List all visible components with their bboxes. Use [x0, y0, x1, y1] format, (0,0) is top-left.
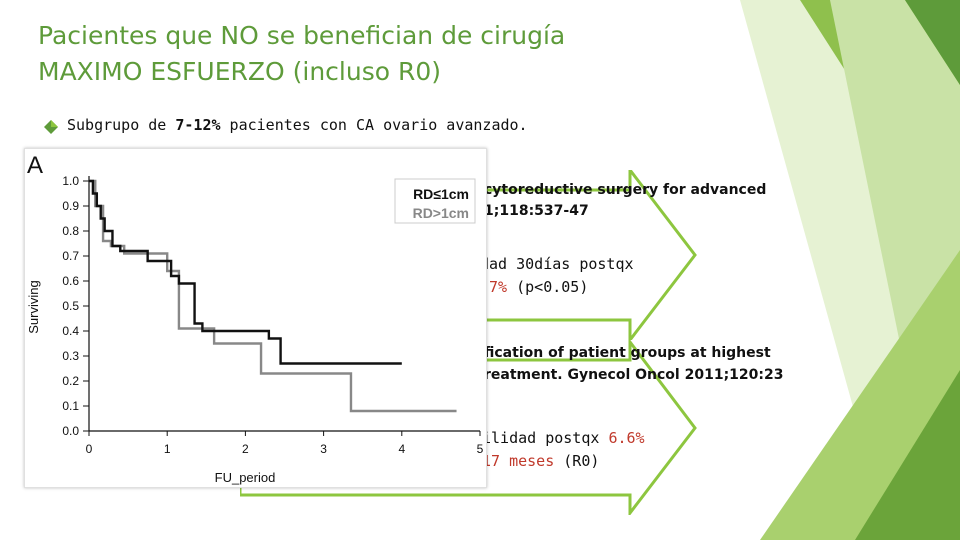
survival-chart: A FU_period Surviving 0.0 0.1 0.2 0.3 0.4 0.5…	[26, 152, 484, 485]
y-tick-label: 0.7	[62, 249, 79, 263]
slide-title-line1: Pacientes que NO se benefician de cirugí…	[38, 21, 566, 50]
point-1-rest: (p<0.05)	[507, 278, 589, 296]
chart-lines	[89, 179, 457, 413]
bullet-suffix: pacientes con CA ovario avanzado.	[220, 116, 528, 134]
x-tick-label: 5	[477, 442, 484, 456]
point-2-line1: ilidad postqx 6.6%	[482, 429, 645, 447]
chart-legend: RD≤1cm RD>1cm	[394, 178, 476, 224]
bullet-text: Subgrupo de 7-12% pacientes con CA ovari…	[67, 116, 528, 134]
slide-title: Pacientes que NO se benefician de cirugí…	[38, 18, 738, 90]
x-tick-label: 1	[164, 442, 171, 456]
point-2-line2-end: (R0)	[554, 452, 600, 470]
y-tick-label: 1.0	[62, 174, 79, 188]
y-tick-label: 0.4	[62, 324, 79, 338]
x-tick-label: 0	[86, 442, 93, 456]
chart-axes: 0.0 0.1 0.2 0.3 0.4 0.5 0.6 0.7 0.8 0.9 1.0 0 1 2 3 4 5	[62, 174, 483, 456]
x-tick-label: 2	[242, 442, 249, 456]
y-tick-label: 0.0	[62, 424, 79, 438]
legend-box	[394, 178, 476, 224]
legend-entry: RD≤1cm	[413, 186, 469, 202]
point-2-line1-red: 6.6%	[608, 429, 645, 447]
y-tick-label: 0.2	[62, 374, 79, 388]
x-tick-label: 3	[320, 442, 327, 456]
diamond-bullet-icon	[44, 120, 58, 134]
point-1-line2: .7% (p<0.05)	[480, 278, 588, 296]
legend-entry: RD>1cm	[413, 205, 469, 221]
reference-2-line1: fication of patient groups at highest	[484, 345, 771, 361]
y-tick-label: 0.8	[62, 224, 79, 238]
reference-1-line2: 1;118:537-47	[484, 203, 589, 219]
y-tick-label: 0.6	[62, 274, 79, 288]
y-axis-label: Surviving	[26, 280, 41, 333]
y-tick-label: 0.1	[62, 399, 79, 413]
point-2-line1-text: ilidad postqx	[482, 429, 609, 447]
panel-label: A	[27, 152, 43, 179]
point-1-line1: dad 30días postqx	[480, 255, 634, 273]
bullet-prefix: Subgrupo de	[67, 116, 176, 134]
series-line-rd-gt-1cm	[89, 179, 457, 413]
bullet-bold: 7-12%	[175, 116, 221, 134]
survival-chart-panel: A FU_period Surviving 0.0 0.1 0.2 0.3 0.4 0.5…	[24, 148, 487, 488]
point-2-line2: 17 meses (R0)	[482, 452, 599, 470]
point-2-line2-red: 17 meses	[482, 452, 555, 470]
y-tick-label: 0.9	[62, 199, 79, 213]
reference-1-line1: cytoreductive surgery for advanced	[484, 182, 767, 198]
slide-title-line2: MAXIMO ESFUERZO (incluso R0)	[38, 57, 442, 86]
y-tick-label: 0.5	[62, 299, 79, 313]
y-tick-label: 0.3	[62, 349, 79, 363]
reference-2-line2: reatment. Gynecol Oncol 2011;120:23	[484, 367, 784, 383]
x-axis-label: FU_period	[215, 470, 276, 485]
series-line-rd-le-1cm	[89, 179, 402, 365]
x-tick-label: 4	[398, 442, 405, 456]
